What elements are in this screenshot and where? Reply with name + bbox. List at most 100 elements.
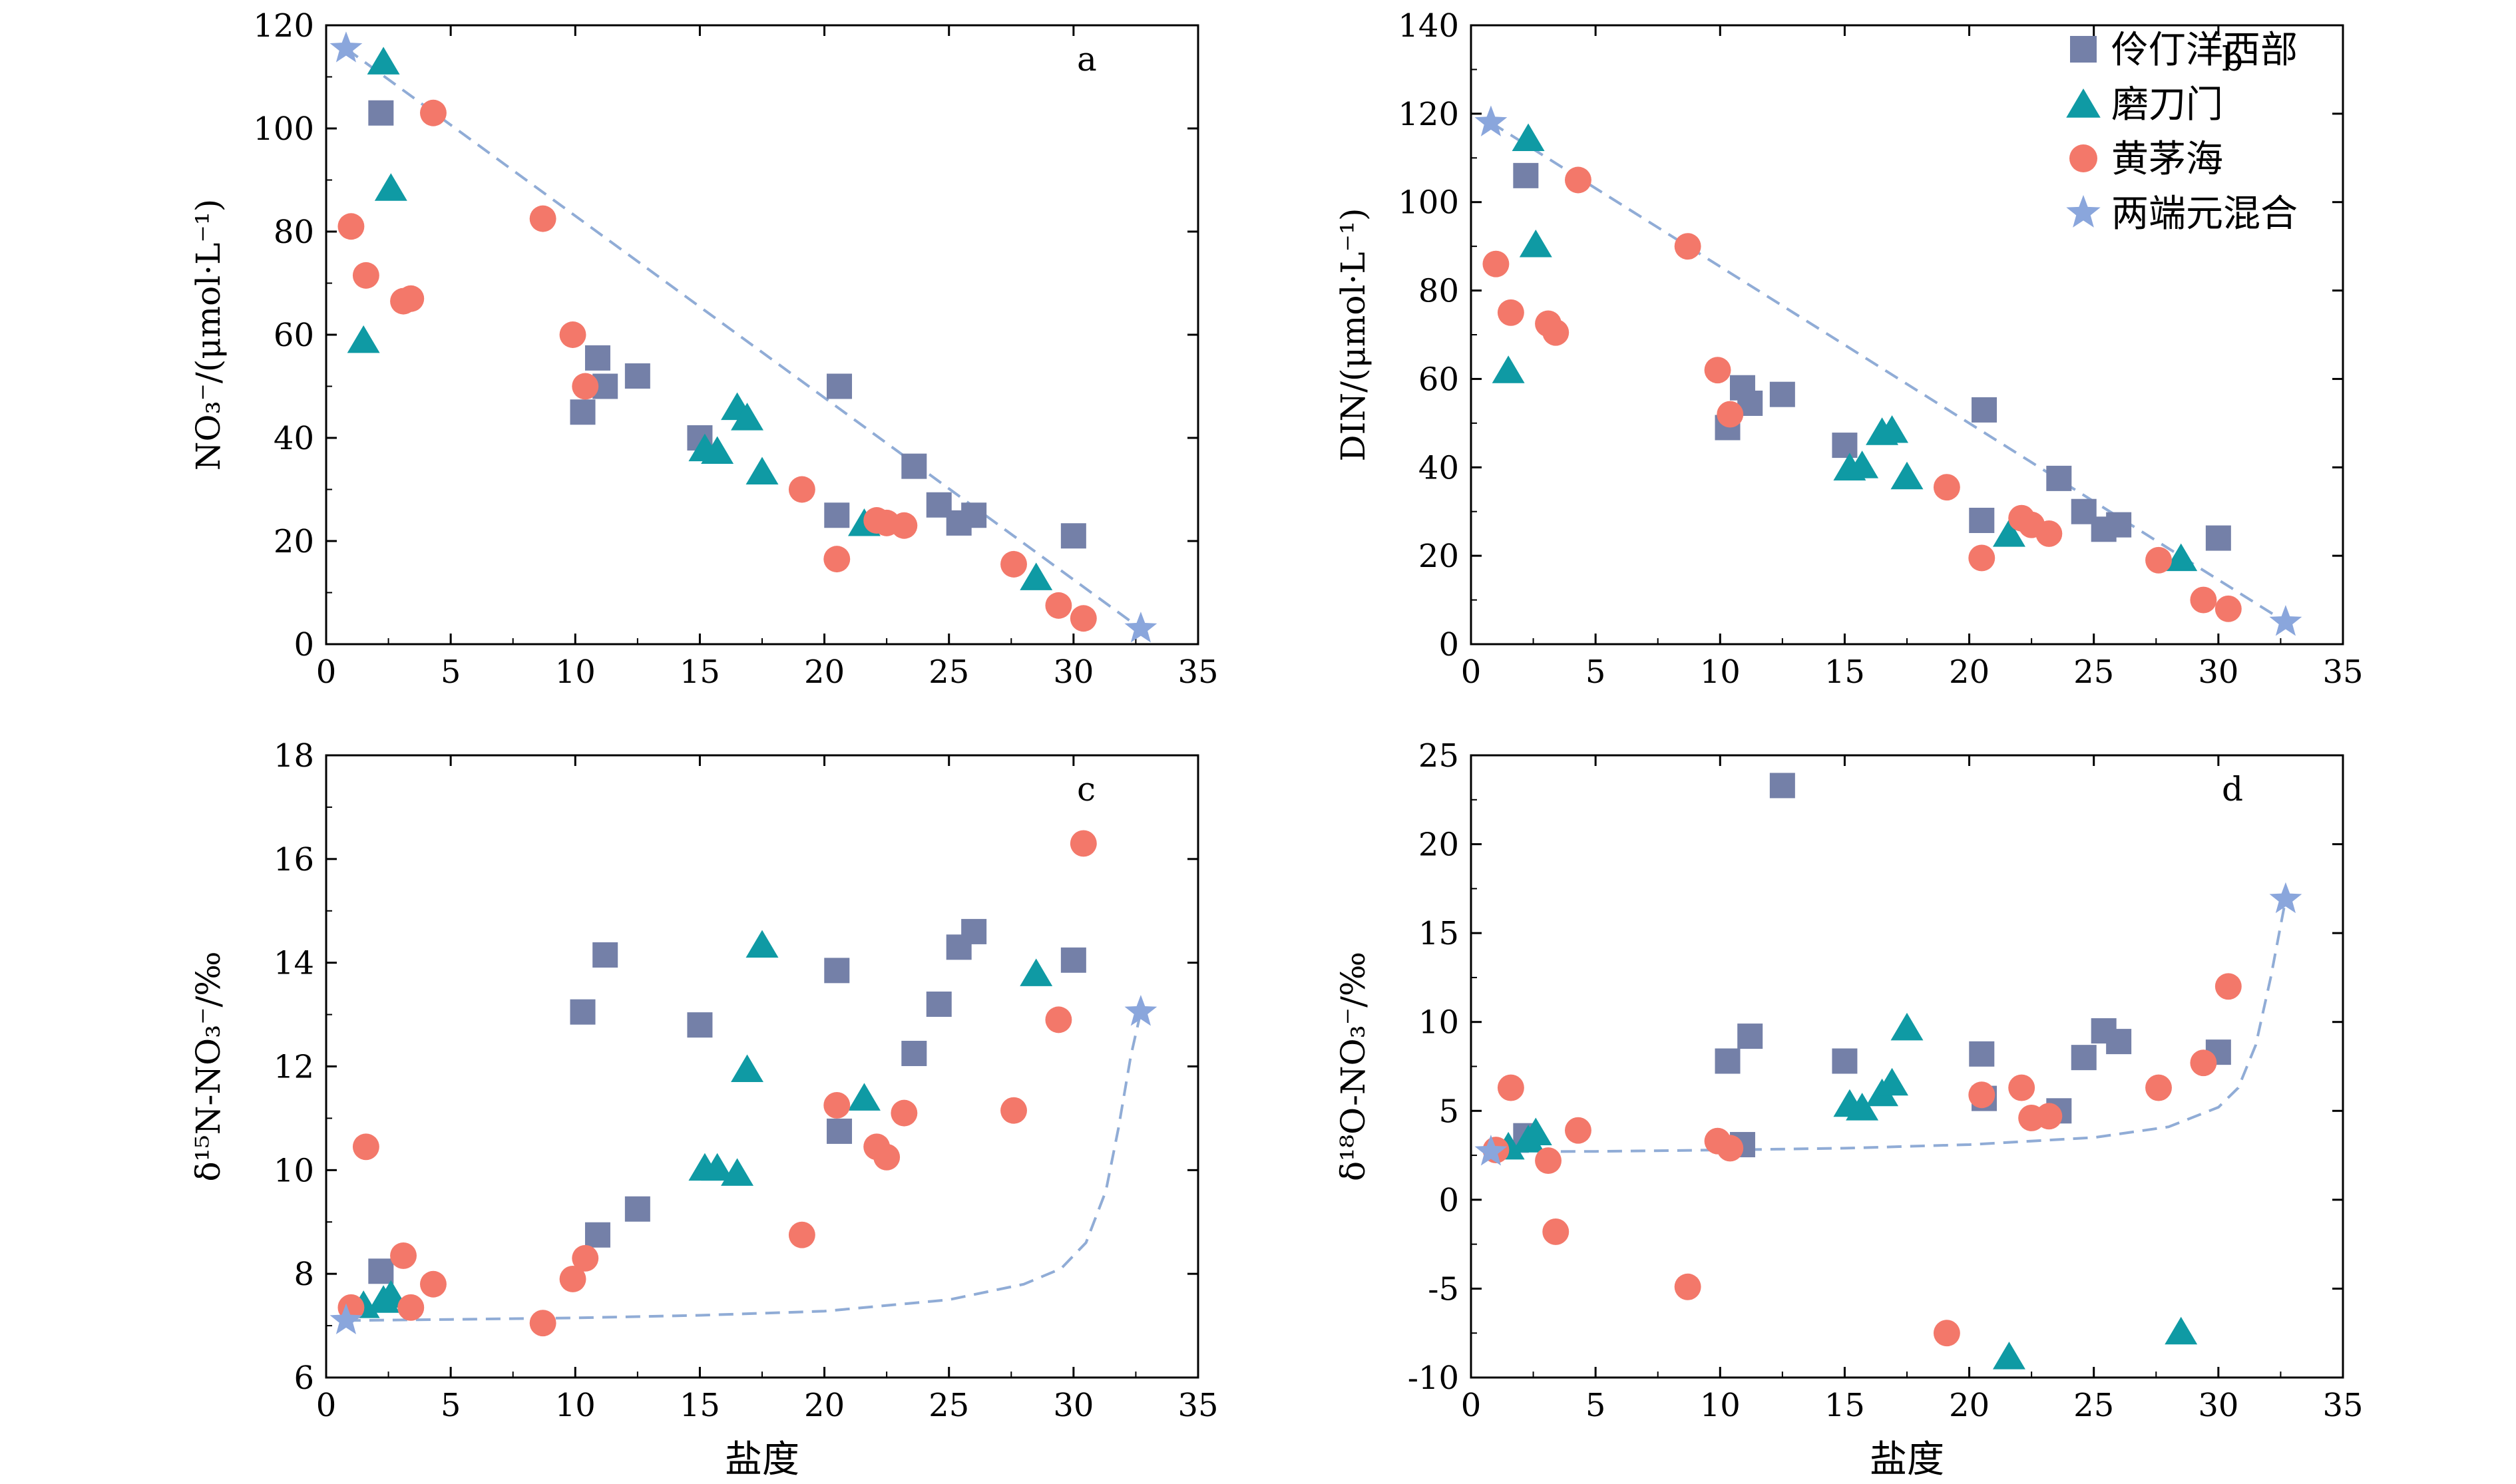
x-tick-label: 0 xyxy=(316,653,337,691)
y-tick-label: 14 xyxy=(274,945,314,982)
y-axis-label: δ¹⁵N-NO₃⁻/‰ xyxy=(189,952,228,1182)
point-modaomen xyxy=(701,1153,734,1181)
point-west xyxy=(827,373,853,399)
point-west xyxy=(592,942,618,968)
point-huangmaohai xyxy=(1564,1117,1591,1144)
point-mix xyxy=(1474,105,1508,136)
point-mix xyxy=(2269,882,2302,914)
y-tick-label: -5 xyxy=(1428,1270,1459,1308)
legend-label: 磨刀门 xyxy=(2111,83,2223,126)
point-huangmaohai xyxy=(1968,1081,1995,1109)
x-tick-label: 20 xyxy=(804,653,845,691)
x-tick-label: 15 xyxy=(680,653,720,691)
point-huangmaohai xyxy=(390,1242,417,1269)
point-huangmaohai xyxy=(788,476,815,503)
mixing-line xyxy=(345,47,1142,630)
y-tick-label: 60 xyxy=(274,317,314,354)
x-tick-label: 20 xyxy=(1949,1387,1990,1424)
point-huangmaohai xyxy=(1070,830,1097,857)
point-west xyxy=(570,399,596,425)
point-huangmaohai xyxy=(1704,357,1731,384)
x-tick-label: 30 xyxy=(1053,653,1094,691)
x-tick-label: 25 xyxy=(929,653,969,691)
point-huangmaohai xyxy=(1933,474,1960,501)
x-tick-label: 10 xyxy=(555,1387,596,1424)
legend-item-modaomen: 磨刀门 xyxy=(2066,83,2223,126)
y-tick-label: -10 xyxy=(1408,1360,1459,1397)
y-tick-label: 8 xyxy=(294,1256,314,1293)
point-west xyxy=(2106,1029,2132,1055)
point-huangmaohai xyxy=(1497,1074,1524,1101)
y-tick-label: 20 xyxy=(1418,827,1459,864)
point-modaomen xyxy=(745,457,779,485)
panel-d: 0 5 10 15 20 25 30 35 -10 -5 0 5 10 15 20 25 δ¹⁸O-NO₃⁻/‰… xyxy=(1334,737,2364,1481)
panel-b: 0 5 10 15 20 25 30 35 0 20 40 60 80 100 120 140 DIN/(μmo… xyxy=(1334,7,2364,691)
x-tick-label: 10 xyxy=(1700,1387,1741,1424)
point-west xyxy=(961,502,987,528)
x-tick-label: 5 xyxy=(441,653,461,691)
point-west xyxy=(824,958,850,984)
point-huangmaohai xyxy=(529,1310,556,1337)
point-huangmaohai xyxy=(2008,1074,2035,1101)
x-tick-label: 0 xyxy=(316,1387,337,1424)
panel-a: 0 5 10 15 20 25 30 35 0 20 40 60 80 100 120 NO₃⁻/(μmol·… xyxy=(189,7,1219,691)
point-west xyxy=(1060,947,1086,973)
point-modaomen xyxy=(721,1158,754,1186)
x-tick-label: 10 xyxy=(555,653,596,691)
x-axis-label: 盐度 xyxy=(725,1438,799,1481)
y-tick-label: 120 xyxy=(253,7,314,45)
point-huangmaohai xyxy=(352,1133,379,1161)
point-west xyxy=(1769,773,1795,799)
point-modaomen xyxy=(731,1054,764,1083)
legend-marker-huangmaohai xyxy=(2069,144,2097,172)
mixing-line xyxy=(345,1012,1142,1322)
x-tick-label: 25 xyxy=(2073,653,2114,691)
y-tick-label: 0 xyxy=(1438,1182,1459,1219)
y-tick-label: 0 xyxy=(1438,626,1459,663)
legend-label: 伶仃洋西部 xyxy=(2111,29,2298,72)
point-huangmaohai xyxy=(1542,319,1570,346)
point-west xyxy=(1969,1041,1995,1067)
point-huangmaohai xyxy=(1564,166,1591,194)
panel-label: b xyxy=(2222,40,2243,79)
y-tick-label: 40 xyxy=(274,420,314,457)
point-huangmaohai xyxy=(572,373,599,400)
y-tick-label: 6 xyxy=(294,1360,314,1397)
point-modaomen xyxy=(1519,229,1552,258)
x-tick-label: 35 xyxy=(1177,653,1218,691)
x-tick-label: 15 xyxy=(680,1387,720,1424)
x-tick-label: 30 xyxy=(1053,1387,1094,1424)
point-modaomen xyxy=(1020,958,1053,986)
x-tick-label: 35 xyxy=(2322,653,2363,691)
point-west xyxy=(2046,465,2072,491)
point-modaomen xyxy=(1846,451,1879,478)
point-west xyxy=(368,1258,394,1284)
y-tick-label: 100 xyxy=(1398,184,1459,222)
point-west xyxy=(1832,1048,1858,1074)
point-modaomen xyxy=(1020,562,1053,590)
point-modaomen xyxy=(1519,1117,1552,1146)
x-tick-label: 5 xyxy=(1585,1387,1606,1424)
point-huangmaohai xyxy=(1045,592,1072,619)
point-modaomen xyxy=(731,403,764,431)
point-huangmaohai xyxy=(397,1294,425,1321)
point-west xyxy=(1832,433,1858,459)
legend-item-west: 伶仃洋西部 xyxy=(2070,29,2298,72)
point-west xyxy=(901,1041,927,1067)
point-mix xyxy=(1474,1135,1508,1166)
panel-c: 0 5 10 15 20 25 30 35 6 8 10 12 14 16 18 δ¹⁵N-NO₃⁻/‰ 盐度 c xyxy=(189,737,1219,1481)
point-huangmaohai xyxy=(419,99,447,126)
x-tick-label: 5 xyxy=(441,1387,461,1424)
point-modaomen xyxy=(1876,1067,1909,1096)
y-tick-label: 18 xyxy=(274,737,314,775)
point-huangmaohai xyxy=(1497,299,1524,326)
point-mix xyxy=(2269,605,2302,636)
point-west xyxy=(1972,397,1997,423)
legend-item-huangmaohai: 黄茅海 xyxy=(2069,138,2223,181)
point-west xyxy=(827,1118,853,1144)
y-tick-label: 12 xyxy=(274,1049,314,1086)
point-modaomen xyxy=(1512,123,1545,152)
x-tick-label: 0 xyxy=(1461,653,1482,691)
point-modaomen xyxy=(1992,519,2025,547)
